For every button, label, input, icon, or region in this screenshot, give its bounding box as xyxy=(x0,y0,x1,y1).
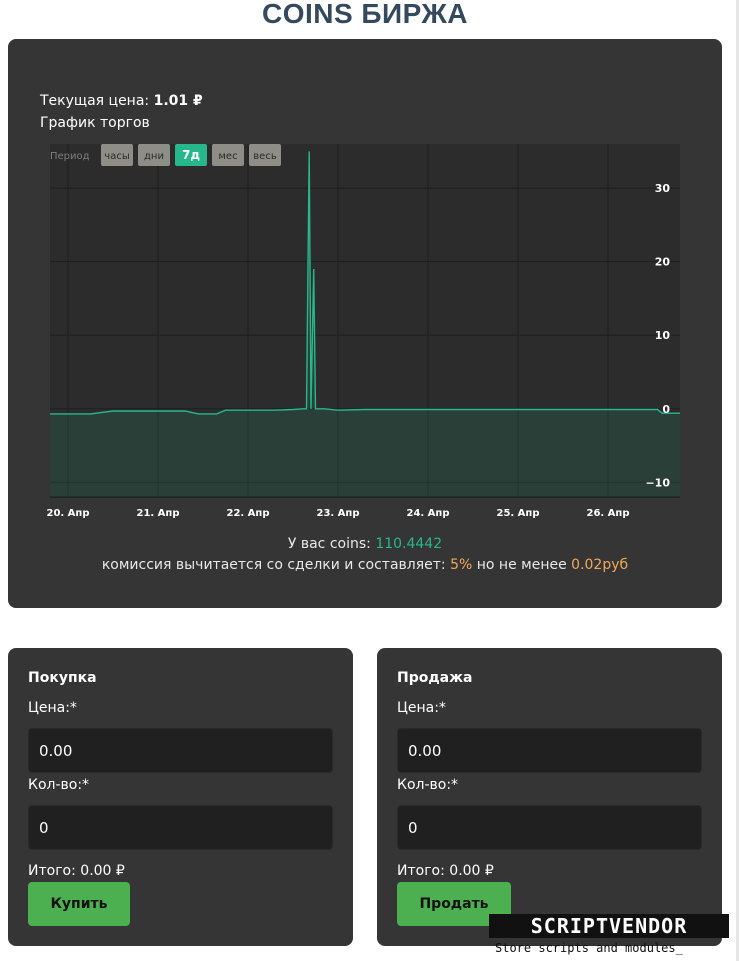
balance-label: У вас coins: xyxy=(287,536,371,552)
price-chart: Период часы дни 7д мес весь 30 20 10 0 −10 20. Апр… xyxy=(46,144,680,519)
buy-price-input[interactable] xyxy=(28,728,333,773)
buy-title: Покупка xyxy=(28,670,97,686)
sell-qty-input[interactable] xyxy=(397,805,702,850)
period-option-bg xyxy=(249,144,281,166)
x-tick-label: 22. Апр xyxy=(226,508,269,519)
current-price-label: Текущая цена: xyxy=(40,93,150,109)
period-label: Период xyxy=(50,151,90,162)
period-option-4[interactable]: весь xyxy=(249,144,281,166)
period-option-bg xyxy=(212,144,244,166)
chart-caption: График торгов xyxy=(40,115,150,131)
commission-percent: 5% xyxy=(450,557,473,573)
y-tick-label: 30 xyxy=(655,182,671,195)
buy-qty-label: Кол-во:* xyxy=(28,777,90,793)
sell-card: Продажа Цена:* Кол-во:* Итого: 0.00 ₽ Пр… xyxy=(377,648,722,946)
sell-price-label: Цена:* xyxy=(397,700,446,716)
period-option-label: дни xyxy=(144,151,164,162)
y-tick-label: 0 xyxy=(662,403,670,416)
plot-background xyxy=(50,144,680,497)
buy-price-label: Цена:* xyxy=(28,700,77,716)
x-tick-label: 21. Апр xyxy=(136,508,179,519)
period-option-bg xyxy=(101,144,133,166)
x-tick-label: 20. Апр xyxy=(46,508,89,519)
page-scrollbar[interactable] xyxy=(736,0,739,961)
balance-value: 110.4442 xyxy=(375,536,443,552)
y-tick-label: −10 xyxy=(645,476,670,489)
period-option-label: часы xyxy=(104,151,129,162)
commission-min-fee: 0.02руб xyxy=(571,557,629,573)
sell-qty-label: Кол-во:* xyxy=(397,777,459,793)
x-tick-label: 26. Апр xyxy=(586,508,629,519)
period-option-label: 7д xyxy=(182,148,200,162)
price-area xyxy=(50,151,680,497)
price-line xyxy=(50,151,680,415)
period-option-1[interactable]: дни xyxy=(138,144,170,166)
x-tick-label: 23. Апр xyxy=(316,508,359,519)
scriptvendor-watermark: SCRIPTVENDOR Store scripts and modules_ xyxy=(487,914,732,961)
chart-card: Текущая цена: 1.01 ₽ График торгов Перио… xyxy=(8,39,722,608)
period-option-label: мес xyxy=(218,151,237,162)
period-option-2[interactable]: 7д xyxy=(175,144,207,166)
x-tick-label: 24. Апр xyxy=(406,508,449,519)
period-option-0[interactable]: часы xyxy=(101,144,133,166)
balance-line: У вас coins: 110.4442 xyxy=(8,536,722,552)
y-tick-label: 20 xyxy=(655,256,671,269)
period-option-label: весь xyxy=(253,151,277,162)
current-price-value: 1.01 ₽ xyxy=(153,93,203,109)
buy-total: Итого: 0.00 ₽ xyxy=(28,863,125,879)
buy-button[interactable]: Купить xyxy=(28,882,130,926)
commission-text: комиссия вычитается со сделки и составля… xyxy=(101,557,446,573)
buy-qty-input[interactable] xyxy=(28,805,333,850)
period-option-bg xyxy=(175,144,207,166)
buy-card: Покупка Цена:* Кол-во:* Итого: 0.00 ₽ Ку… xyxy=(8,648,353,946)
sell-price-input[interactable] xyxy=(397,728,702,773)
period-option-3[interactable]: мес xyxy=(212,144,244,166)
watermark-tagline: Store scripts and modules_ xyxy=(495,941,683,955)
sell-total: Итого: 0.00 ₽ xyxy=(397,863,494,879)
page-title: COINS БИРЖА xyxy=(261,0,469,29)
commission-line: комиссия вычитается со сделки и составля… xyxy=(8,557,722,573)
current-price: Текущая цена: 1.01 ₽ xyxy=(40,93,203,109)
y-tick-label: 10 xyxy=(655,329,671,342)
watermark-logo: SCRIPTVENDOR xyxy=(489,914,729,938)
x-tick-label: 25. Апр xyxy=(496,508,539,519)
commission-middle-text: но не менее xyxy=(476,557,567,573)
sell-title: Продажа xyxy=(397,670,473,686)
period-option-bg xyxy=(138,144,170,166)
